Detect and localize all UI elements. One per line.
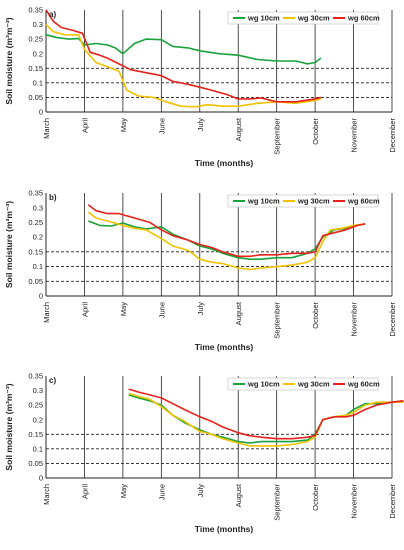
x-tick-label: July — [196, 484, 205, 498]
x-tick-label: October — [311, 302, 320, 329]
legend-box — [227, 11, 379, 25]
y-axis-title: Soil moisture (m³m⁻³) — [4, 383, 14, 470]
x-tick-label: May — [119, 302, 128, 316]
x-tick-label: March — [42, 302, 51, 323]
x-tick-label: November — [350, 302, 359, 337]
x-tick-label: August — [234, 301, 243, 325]
x-tick-label: October — [311, 118, 320, 145]
y-tick-label: 0.25 — [28, 401, 43, 410]
y-tick-label: 0.15 — [28, 430, 43, 439]
y-tick-label: 0.05 — [28, 459, 43, 468]
x-tick-label: May — [119, 118, 128, 132]
x-tick-label: September — [273, 483, 282, 520]
x-tick-label: June — [157, 484, 166, 500]
y-tick-label: 0.35 — [28, 6, 43, 15]
x-tick-label: December — [388, 118, 397, 153]
y-tick-label: 0.15 — [28, 64, 43, 73]
y-tick-label: 0.3 — [33, 20, 43, 29]
legend-label: wg 10cm — [247, 14, 280, 23]
y-tick-label: 0 — [39, 292, 43, 301]
legend-box — [227, 377, 379, 391]
legend-label: wg 60cm — [347, 197, 380, 206]
y-tick-label: 0 — [39, 108, 43, 117]
y-axis-title: Soil moisture (m³m⁻³) — [4, 17, 14, 104]
panel-label: b) — [49, 193, 57, 202]
x-tick-label: September — [273, 117, 282, 154]
x-tick-label: November — [350, 484, 359, 519]
x-tick-label: July — [196, 302, 205, 316]
x-tick-label: April — [80, 118, 89, 133]
panel-label: c) — [49, 376, 56, 385]
y-tick-label: 0 — [39, 474, 43, 483]
x-tick-label: April — [80, 484, 89, 499]
y-tick-label: 0.1 — [33, 262, 43, 271]
y-tick-label: 0.2 — [33, 49, 43, 58]
y-tick-label: 0.05 — [28, 277, 43, 286]
series-line-wg-30cm — [45, 24, 322, 108]
legend-box — [227, 194, 379, 208]
y-tick-label: 0.35 — [28, 189, 43, 198]
x-tick-label: June — [157, 302, 166, 318]
x-tick-label: December — [388, 484, 397, 519]
series-line-wg-30cm — [128, 392, 404, 447]
x-tick-label: March — [42, 118, 51, 139]
y-tick-label: 0.35 — [28, 372, 43, 381]
x-tick-label: August — [234, 483, 243, 507]
y-tick-label: 0.05 — [28, 93, 43, 102]
legend-label: wg 10cm — [247, 380, 280, 389]
x-tick-label: August — [234, 117, 243, 141]
y-tick-label: 0.2 — [33, 415, 43, 424]
x-tick-label: September — [273, 301, 282, 338]
y-axis-title: Soil moisture (m³m⁻³) — [4, 201, 14, 288]
y-tick-label: 0.1 — [33, 444, 43, 453]
x-tick-label: May — [119, 484, 128, 498]
x-tick-label: March — [42, 484, 51, 505]
legend-label: wg 30cm — [297, 197, 330, 206]
y-tick-label: 0.3 — [33, 386, 43, 395]
panel-label: a) — [49, 10, 56, 19]
y-tick-label: 0.15 — [28, 247, 43, 256]
legend-label: wg 30cm — [297, 380, 330, 389]
x-tick-label: October — [311, 484, 320, 511]
x-axis-title: Time (months) — [195, 342, 254, 352]
x-tick-label: July — [196, 118, 205, 132]
legend-label: wg 60cm — [347, 380, 380, 389]
x-axis-title: Time (months) — [195, 524, 254, 534]
y-tick-label: 0.25 — [28, 35, 43, 44]
x-tick-label: December — [388, 302, 397, 337]
x-tick-label: November — [350, 118, 359, 153]
x-tick-label: April — [80, 302, 89, 317]
legend-label: wg 10cm — [247, 197, 280, 206]
legend-label: wg 60cm — [347, 14, 380, 23]
y-tick-label: 0.3 — [33, 203, 43, 212]
y-tick-label: 0.1 — [33, 78, 43, 87]
x-axis-title: Time (months) — [195, 158, 254, 168]
y-tick-label: 0.25 — [28, 218, 43, 227]
legend-label: wg 30cm — [297, 14, 330, 23]
x-tick-label: June — [157, 118, 166, 134]
y-tick-label: 0.2 — [33, 233, 43, 242]
series-line-wg-60cm — [128, 388, 404, 440]
series-line-wg-60cm — [45, 9, 322, 103]
series-line-wg-10cm — [45, 34, 322, 65]
series-line-wg-30cm — [87, 211, 366, 271]
series-line-wg-60cm — [87, 204, 366, 258]
